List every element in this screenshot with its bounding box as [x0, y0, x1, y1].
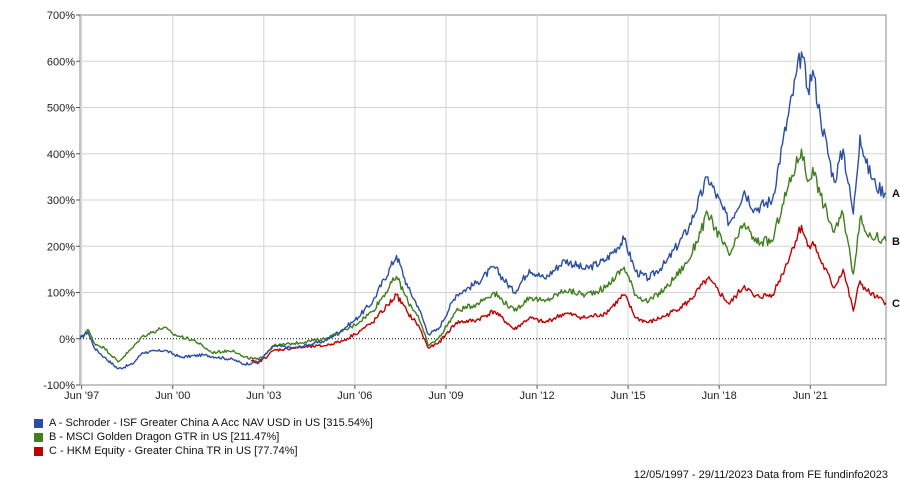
legend-label-a: A - Schroder - ISF Greater China A Acc N…: [49, 417, 373, 429]
y-tick-label: -100%: [43, 380, 75, 392]
y-tick-label: 700%: [47, 10, 75, 22]
legend-label-c: C - HKM Equity - Greater China TR in US …: [49, 445, 298, 457]
x-tick-label: Jun '00: [155, 390, 190, 402]
x-tick-label: Jun '15: [611, 390, 646, 402]
x-tick-label: Jun '21: [793, 390, 828, 402]
legend-swatch-a: [34, 418, 43, 428]
y-tick-label: 0%: [59, 334, 75, 346]
series-end-label-b: B: [892, 236, 900, 248]
series-line-b: [79, 148, 887, 363]
legend-item-a: A - Schroder - ISF Greater China A Acc N…: [34, 416, 373, 430]
chart-legend: A - Schroder - ISF Greater China A Acc N…: [34, 416, 373, 458]
y-tick-label: 300%: [47, 195, 75, 207]
legend-label-b: B - MSCI Golden Dragon GTR in US [211.47…: [49, 431, 280, 443]
series-end-label-a: A: [892, 188, 900, 200]
legend-swatch-c: [34, 446, 43, 456]
x-tick-label: Jun '18: [702, 390, 737, 402]
y-tick-label: 200%: [47, 241, 75, 253]
y-tick-label: 400%: [47, 149, 75, 161]
x-tick-label: Jun '12: [519, 390, 554, 402]
legend-swatch-b: [34, 432, 43, 442]
y-tick-label: 500%: [47, 103, 75, 115]
x-tick-label: Jun '97: [64, 390, 99, 402]
y-tick-label: 600%: [47, 56, 75, 68]
line-chart: -100% 0% 100% 200% 300% 400% 500% 600% 700% Jun '…: [43, 10, 900, 402]
y-tick-label: 100%: [47, 288, 75, 300]
x-tick-label: Jun '06: [337, 390, 372, 402]
legend-item-b: B - MSCI Golden Dragon GTR in US [211.47…: [34, 430, 373, 444]
x-tick-label: Jun '09: [428, 390, 463, 402]
series-line-c: [250, 224, 887, 365]
data-source-footer: 12/05/1997 - 29/11/2023 Data from FE fun…: [633, 469, 888, 481]
series-end-label-c: C: [892, 298, 900, 310]
series-line-a: [79, 51, 887, 370]
legend-item-c: C - HKM Equity - Greater China TR in US …: [34, 444, 373, 458]
x-tick-label: Jun '03: [246, 390, 281, 402]
